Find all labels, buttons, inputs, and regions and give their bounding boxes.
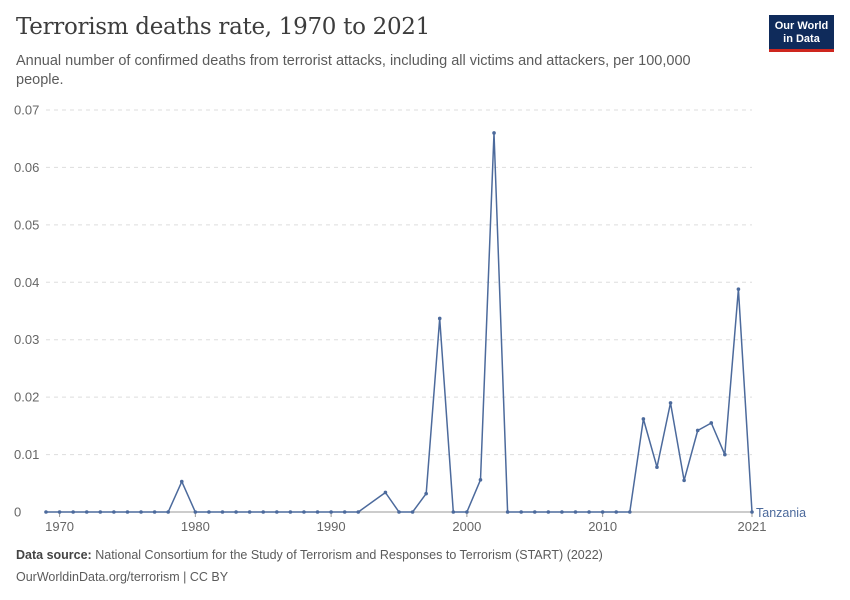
source-text: National Consortium for the Study of Ter… bbox=[95, 548, 603, 562]
data-point[interactable] bbox=[166, 510, 170, 514]
data-point[interactable] bbox=[709, 421, 714, 425]
data-point[interactable] bbox=[288, 510, 293, 514]
logo-line-2: in Data bbox=[783, 33, 820, 45]
data-point[interactable] bbox=[736, 287, 741, 291]
x-axis-ticks: 1970 1980 1990 2000 2010 2021 bbox=[45, 512, 766, 534]
y-tick-label: 0 bbox=[14, 505, 21, 520]
data-point[interactable] bbox=[125, 510, 130, 514]
y-tick-label: 0.01 bbox=[14, 447, 39, 462]
data-point[interactable] bbox=[179, 479, 184, 484]
data-point[interactable] bbox=[397, 510, 401, 514]
data-point[interactable] bbox=[519, 510, 523, 514]
data-point[interactable] bbox=[98, 510, 103, 514]
grid-lines bbox=[46, 109, 752, 513]
y-tick-label: 0.04 bbox=[14, 275, 39, 290]
source-label: Data source: bbox=[16, 548, 92, 562]
y-axis-ticks: 0 0.01 0.02 0.03 0.04 0.05 0.06 0.07 bbox=[14, 103, 39, 520]
data-point[interactable] bbox=[356, 510, 361, 514]
data-point[interactable] bbox=[112, 510, 116, 514]
chart-title: Terrorism deaths rate, 1970 to 2021 bbox=[16, 14, 430, 40]
data-point[interactable] bbox=[247, 510, 252, 514]
data-point[interactable] bbox=[492, 131, 496, 135]
data-point[interactable] bbox=[410, 510, 415, 514]
x-tick-label: 2010 bbox=[588, 519, 617, 534]
y-tick-label: 0.06 bbox=[14, 160, 39, 175]
data-point[interactable] bbox=[383, 490, 388, 495]
data-point[interactable] bbox=[532, 510, 537, 514]
data-point[interactable] bbox=[451, 510, 456, 514]
chart-subtitle: Annual number of confirmed deaths from t… bbox=[16, 53, 691, 88]
series-label[interactable]: Tanzania bbox=[756, 506, 806, 520]
x-tick-label: 1970 bbox=[45, 519, 74, 534]
data-point[interactable] bbox=[315, 510, 320, 514]
data-point[interactable] bbox=[437, 316, 442, 321]
data-point[interactable] bbox=[560, 510, 564, 514]
data-point[interactable] bbox=[695, 428, 700, 433]
x-tick-label: 1990 bbox=[317, 519, 346, 534]
data-point[interactable] bbox=[424, 491, 428, 496]
data-point[interactable] bbox=[57, 510, 62, 514]
x-tick-label: 1980 bbox=[181, 519, 210, 534]
data-point[interactable] bbox=[329, 510, 333, 514]
data-point[interactable] bbox=[641, 417, 646, 421]
data-point[interactable] bbox=[207, 510, 211, 514]
data-point[interactable] bbox=[139, 510, 143, 514]
data-point[interactable] bbox=[84, 510, 89, 514]
data-point[interactable] bbox=[261, 510, 266, 514]
data-point[interactable] bbox=[546, 510, 551, 514]
x-tick-label: 2000 bbox=[452, 519, 481, 534]
data-point[interactable] bbox=[723, 452, 727, 457]
data-point[interactable] bbox=[152, 510, 157, 514]
data-point[interactable] bbox=[587, 510, 591, 514]
data-point[interactable] bbox=[655, 465, 659, 470]
credit-link[interactable]: OurWorldinData.org/terrorism | CC BY bbox=[16, 570, 229, 584]
owid-logo[interactable]: Our World in Data bbox=[769, 15, 834, 52]
y-tick-label: 0.03 bbox=[14, 332, 39, 347]
y-tick-label: 0.07 bbox=[14, 103, 39, 118]
data-point[interactable] bbox=[220, 510, 225, 514]
data-point[interactable] bbox=[614, 510, 619, 514]
data-point[interactable] bbox=[573, 510, 578, 514]
data-point[interactable] bbox=[668, 401, 673, 405]
data-point[interactable] bbox=[478, 478, 483, 482]
data-point[interactable] bbox=[465, 510, 469, 514]
data-point[interactable] bbox=[505, 510, 510, 514]
y-tick-label: 0.05 bbox=[14, 217, 39, 232]
data-point[interactable] bbox=[71, 510, 75, 514]
data-point[interactable] bbox=[600, 510, 605, 514]
y-tick-label: 0.02 bbox=[14, 390, 39, 405]
data-point[interactable] bbox=[275, 510, 279, 514]
data-point[interactable] bbox=[193, 510, 198, 514]
data-point[interactable] bbox=[342, 510, 347, 514]
data-point[interactable] bbox=[628, 510, 632, 514]
data-point[interactable] bbox=[44, 510, 48, 514]
data-point[interactable] bbox=[302, 510, 306, 514]
data-point[interactable] bbox=[750, 510, 754, 514]
data-source: Data source: National Consortium for the… bbox=[16, 548, 603, 562]
data-point[interactable] bbox=[234, 510, 238, 514]
series-line-tanzania[interactable] bbox=[46, 132, 753, 513]
x-tick-label: 2021 bbox=[738, 519, 767, 534]
data-point[interactable] bbox=[682, 478, 686, 483]
logo-line-1: Our World bbox=[774, 20, 829, 32]
series-layer: Tanzania bbox=[44, 131, 806, 520]
